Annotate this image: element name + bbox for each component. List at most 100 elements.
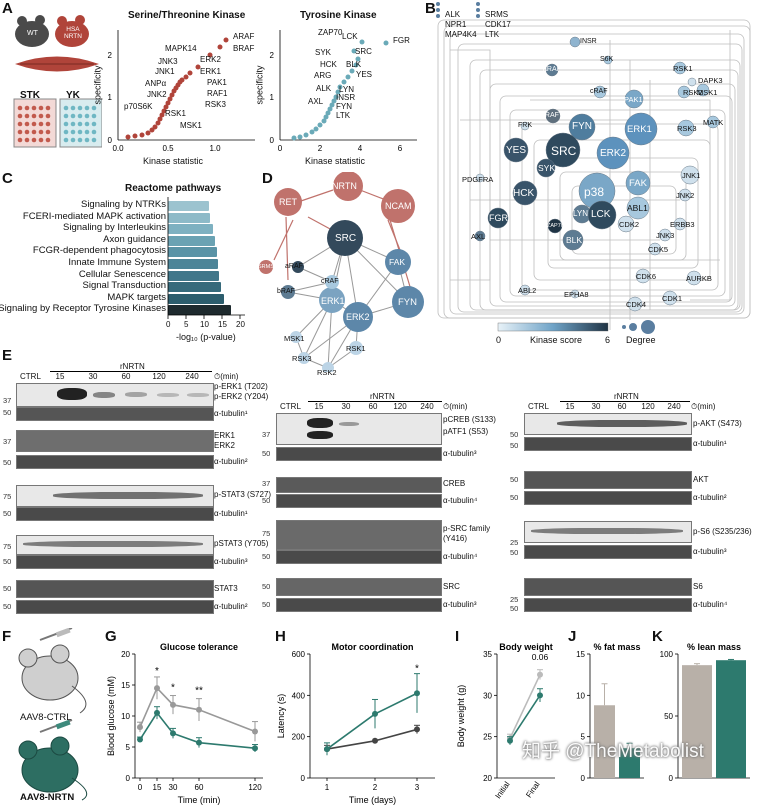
node-label: CDK5 xyxy=(648,245,669,254)
node-label: cRAF xyxy=(590,88,608,95)
stk-lbl: RAF1 xyxy=(207,89,228,98)
svg-text:0.5: 0.5 xyxy=(162,144,174,153)
lean-mass-chart: % lean mass 0 50 100 xyxy=(660,642,750,783)
bar-aav8-nrtn xyxy=(619,748,640,778)
data-point xyxy=(324,746,330,753)
legend-item: LTK xyxy=(485,30,500,39)
yk-lbl: LTK xyxy=(336,111,351,120)
kinase-score-max: 6 xyxy=(605,335,611,345)
kinase-network xyxy=(436,2,751,334)
pathway-label: FCERI-mediated MAPK activation xyxy=(22,210,166,222)
pathway-label: Cellular Senescence xyxy=(78,268,166,280)
blot-stat3 xyxy=(16,580,214,598)
node-label: INSR xyxy=(580,38,597,45)
blot-creb xyxy=(276,477,442,493)
mw: 50 xyxy=(510,475,519,484)
data-point xyxy=(196,739,202,746)
mw: 50 xyxy=(3,602,12,611)
label-tub: α-tubulin³ xyxy=(693,547,727,556)
motor-coordination-chart: Motor coordination 0 200 400 600 1 2 3 Time (day… xyxy=(276,642,435,805)
mouse-wt-label: WT xyxy=(27,30,38,37)
reactome-title: Reactome pathways xyxy=(125,183,222,194)
stk-plot-title: Serine/Threonine Kinase xyxy=(128,10,246,21)
svg-text:0: 0 xyxy=(108,136,113,145)
svg-text:0.0: 0.0 xyxy=(112,144,124,153)
mw: 75 xyxy=(3,492,12,501)
lane: 15 xyxy=(565,402,575,411)
legend-item: ALK xyxy=(445,10,461,19)
body-weight-chart: Body weight 20 25 30 35 Initial Final Body weig… xyxy=(456,642,555,800)
yk-lbl: FYN xyxy=(336,102,352,111)
data-point xyxy=(507,737,513,744)
unit: (min) xyxy=(220,372,239,381)
node-label: p38 xyxy=(584,185,605,199)
node-label: BLK xyxy=(566,235,583,245)
blot-erk xyxy=(16,430,214,452)
lane: 120 xyxy=(393,402,407,411)
blot-tub-3d xyxy=(524,598,692,612)
yk-label: YK xyxy=(66,90,80,101)
stk-lbl: BRAF xyxy=(233,44,255,53)
watermark: 知乎 @TheMetabolist xyxy=(522,741,704,762)
mw: 75 xyxy=(3,542,12,551)
node-label: aRAF xyxy=(543,66,561,73)
x-tick-label: 120 xyxy=(248,783,262,792)
series-line xyxy=(509,694,541,742)
panel-h-label: H xyxy=(275,628,286,645)
tick: 20 xyxy=(236,320,245,329)
rnrtn-bracket xyxy=(308,401,442,402)
y-axis-label: Body weight (g) xyxy=(456,685,466,748)
bar-aav8-ctrl xyxy=(594,705,615,778)
lane: 30 xyxy=(341,402,351,411)
panel-i-label: I xyxy=(455,628,460,645)
label-pstat3-s727: p-STAT3 (S727) xyxy=(214,490,272,499)
lane: 120 xyxy=(641,402,655,411)
blot-tub-3c xyxy=(524,545,692,559)
node-label: CDK6 xyxy=(636,272,657,281)
y-axis-label: Latency (s) xyxy=(276,694,286,739)
blot-pstat3-s727 xyxy=(16,485,214,507)
node-label: SRC xyxy=(335,233,357,244)
label-creb: CREB xyxy=(443,479,466,488)
mw: 37 xyxy=(262,430,271,439)
blot-tub-2a xyxy=(276,447,442,461)
y-tick-label: 600 xyxy=(292,650,306,659)
data-point xyxy=(537,692,543,699)
label-pstat3-y705: pSTAT3 (Y705) xyxy=(214,539,269,548)
svg-text:2: 2 xyxy=(318,144,323,153)
p-value-label: 0.06 xyxy=(532,652,549,662)
mouse-hsa-label: HSA NRTN xyxy=(64,26,82,40)
pathway-bar xyxy=(168,282,222,293)
node-label: JNK3 xyxy=(656,231,675,240)
lane: 60 xyxy=(368,402,378,411)
mw: 50 xyxy=(3,584,12,593)
clock-icon: ⏱ xyxy=(214,372,221,381)
x-tick-label: 3 xyxy=(415,783,420,792)
mw: 50 xyxy=(510,604,519,613)
y-tick-label: 0 xyxy=(301,774,306,783)
lane: 30 xyxy=(591,402,601,411)
node-label: JNK2 xyxy=(676,191,695,200)
stk-label: STK xyxy=(20,90,40,101)
node-label: YES xyxy=(506,145,527,156)
y-tick-label: 100 xyxy=(660,650,674,659)
label-tub: α-tubulin⁴ xyxy=(443,496,478,505)
y-tick-label: 15 xyxy=(576,650,585,659)
stk-scatter: 0 1 2 0.0 0.5 1.0 xyxy=(108,30,255,153)
mw: 50 xyxy=(262,552,271,561)
label-tub: α-tubulin¹ xyxy=(214,409,248,418)
mw: 50 xyxy=(262,449,271,458)
legend-item: NPR1 xyxy=(445,20,467,29)
label-tub: α-tubulin¹ xyxy=(214,509,248,518)
blot-tub-2b xyxy=(276,494,442,508)
ctrl-label: CTRL xyxy=(20,372,41,381)
x-tick-label: 30 xyxy=(169,783,178,792)
node-label: ERK1 xyxy=(321,296,345,306)
blot-tub-3a xyxy=(524,437,692,451)
node-label: CDK1 xyxy=(662,294,683,303)
timer-unit-1: ⏱(min) xyxy=(214,372,238,382)
blot-tub-1a xyxy=(16,407,214,421)
node-label: LYN xyxy=(573,209,588,218)
blot-pstat3-y705 xyxy=(16,535,214,555)
mw: 50 xyxy=(3,408,12,417)
